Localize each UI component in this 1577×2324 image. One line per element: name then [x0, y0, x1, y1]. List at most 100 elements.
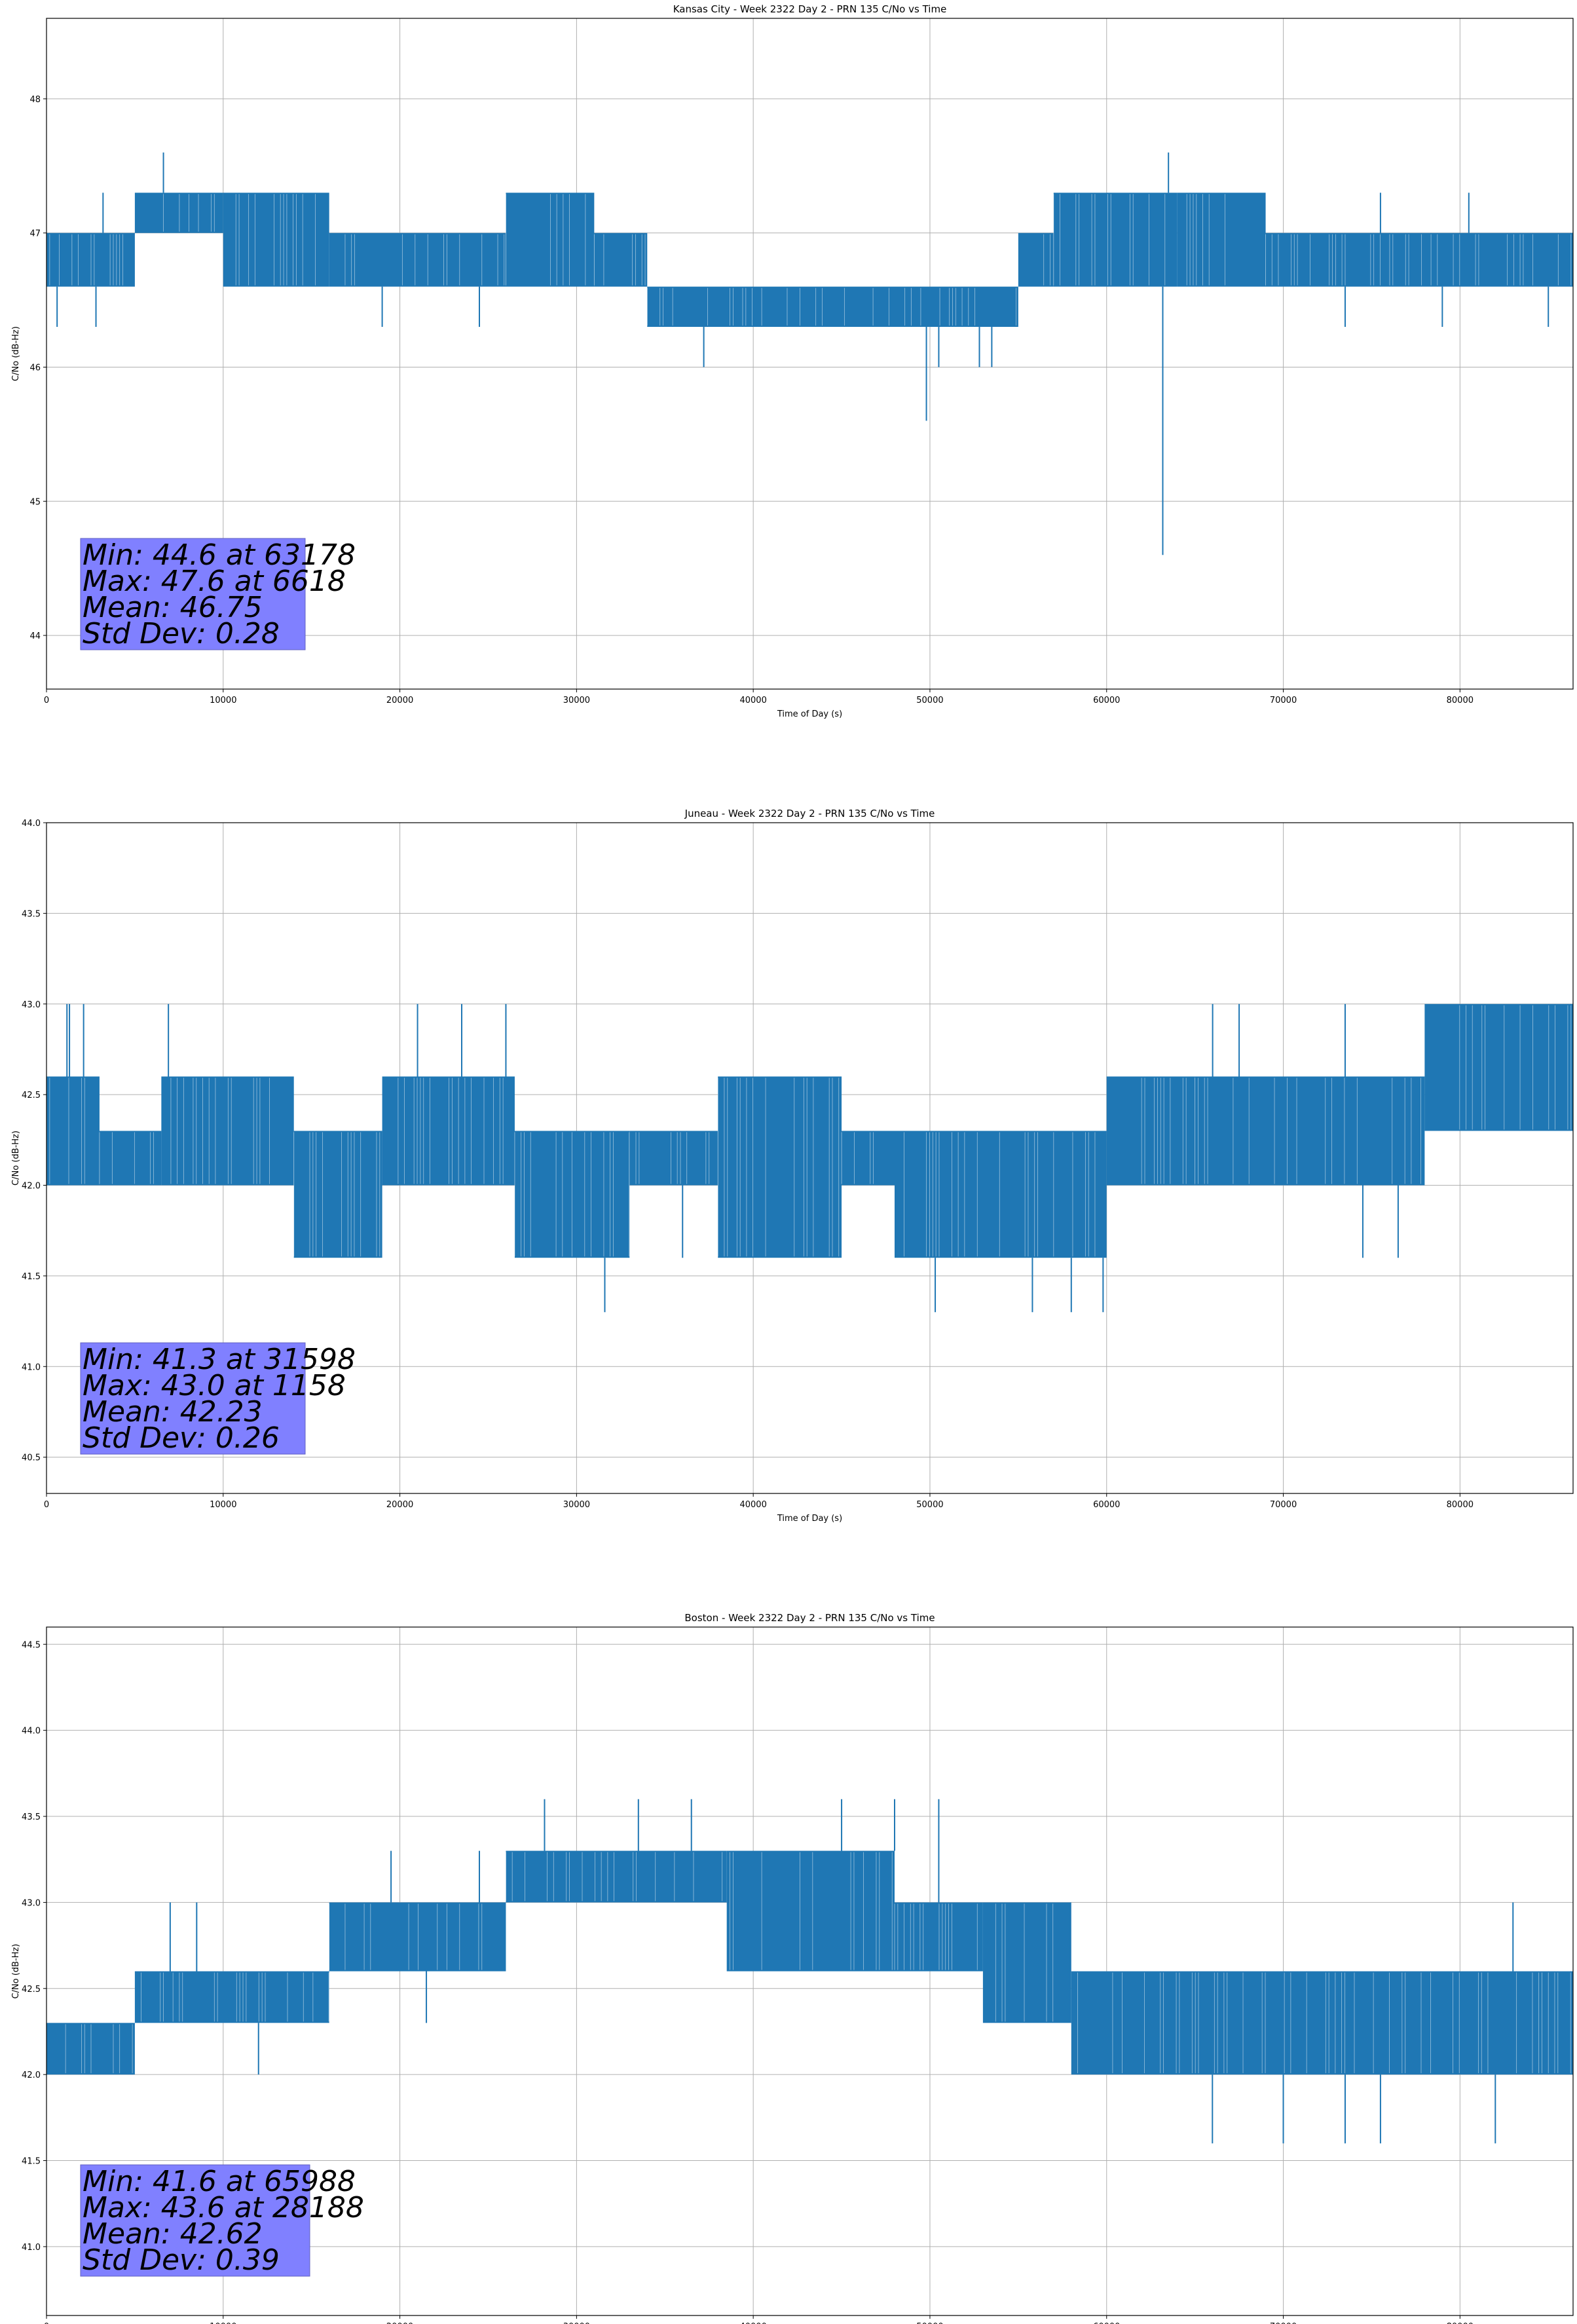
chart-panel-3: 0 10000 20000 30000 40000 50000 60000 70000 8000… [11, 1612, 1574, 2324]
chart-panel-2: 0 10000 20000 30000 40000 50000 60000 70000 8000… [11, 808, 1574, 1524]
x-tick-label: 40000 [739, 2322, 766, 2324]
y-tick-label: 43.5 [22, 909, 41, 919]
stats-box [80, 538, 306, 650]
data-band-segment [293, 1131, 382, 1258]
data-band-segment [329, 233, 506, 287]
x-tick-label: 10000 [210, 1500, 236, 1510]
x-tick-label: 60000 [1093, 696, 1120, 705]
x-tick-label: 50000 [916, 2322, 943, 2324]
x-tick-label: 30000 [563, 696, 590, 705]
y-tick-label: 41.0 [22, 2243, 41, 2253]
x-axis-label: Time of Day (s) [777, 1514, 842, 1524]
x-tick-label: 30000 [563, 2322, 590, 2324]
data-band-segment [1053, 193, 1178, 287]
x-tick-label: 0 [44, 2322, 49, 2324]
x-tick-label: 70000 [1270, 1500, 1297, 1510]
data-band-segment [506, 193, 595, 287]
y-axis-label: C/No (dB-Hz) [11, 326, 21, 381]
stats-line: Std Dev: 0.26 [83, 1421, 280, 1455]
axes-frame [46, 1626, 1574, 2316]
chart-panel-1: 0 10000 20000 30000 40000 50000 60000 70000 8000… [11, 3, 1574, 719]
data-band-segment [895, 1902, 983, 1972]
data-band-segment [629, 1131, 718, 1186]
data-band-segment [1424, 1003, 1573, 1131]
x-tick-label: 0 [44, 1500, 49, 1510]
stats-box [80, 2164, 310, 2277]
x-tick-label: 70000 [1270, 2322, 1297, 2324]
x-tick-label: 0 [44, 696, 49, 705]
y-tick-label: 42.0 [22, 2071, 41, 2080]
stats-line: Min: 41.3 at 31598 [83, 1343, 356, 1376]
stats-line: Std Dev: 0.28 [83, 617, 280, 650]
y-tick-label: 43.0 [22, 1898, 41, 1908]
data-band-segment [382, 1076, 515, 1186]
data-band-segment [1071, 1971, 1573, 2075]
data-band-segment [718, 1076, 842, 1258]
axes-frame [46, 822, 1574, 1494]
stats-line: Std Dev: 0.39 [83, 2243, 280, 2277]
y-tick-label: 41.0 [22, 1362, 41, 1372]
y-tick-label: 44 [29, 631, 41, 641]
data-band-segment [134, 1971, 329, 2023]
data-band-segment [134, 193, 223, 233]
x-tick-label: 50000 [916, 696, 943, 705]
x-tick-label: 40000 [739, 696, 766, 705]
y-tick-label: 40.5 [22, 1453, 41, 1463]
x-tick-label: 30000 [563, 1500, 590, 1510]
data-band-segment [895, 1131, 1107, 1258]
stats-line: Max: 47.6 at 6618 [83, 565, 346, 598]
data-band-segment [1195, 1076, 1425, 1186]
data-band-segment [982, 1902, 1071, 2023]
data-band-segment [223, 193, 329, 287]
y-tick-label: 42.5 [22, 1985, 41, 1995]
stats-line: Min: 44.6 at 63178 [83, 538, 356, 572]
y-tick-label: 42.5 [22, 1091, 41, 1100]
y-axis-label: C/No (dB-Hz) [11, 1131, 21, 1186]
x-tick-label: 80000 [1447, 2322, 1474, 2324]
y-tick-label: 44.5 [22, 1640, 41, 1650]
data-band-segment [46, 2023, 135, 2075]
data-band-segment [726, 1850, 895, 1972]
y-tick-label: 41.5 [22, 1272, 41, 1282]
stats-box [80, 1342, 306, 1455]
data-band-segment [647, 286, 1018, 328]
axes-frame [46, 18, 1574, 690]
x-tick-label: 20000 [386, 2322, 413, 2324]
data-band-segment [161, 1076, 294, 1186]
x-tick-label: 70000 [1270, 696, 1297, 705]
x-tick-label: 50000 [916, 1500, 943, 1510]
data-band-segment [1177, 193, 1266, 287]
y-tick-label: 42.0 [22, 1182, 41, 1191]
x-tick-label: 80000 [1447, 696, 1474, 705]
x-tick-label: 10000 [210, 2322, 236, 2324]
y-tick-label: 44.0 [22, 819, 41, 829]
y-tick-label: 46 [29, 363, 41, 373]
stats-line: Min: 41.6 at 65988 [83, 2165, 356, 2198]
chart-title: Kansas City - Week 2322 Day 2 - PRN 135 … [673, 3, 947, 15]
x-tick-label: 20000 [386, 696, 413, 705]
stats-line: Max: 43.0 at 1158 [83, 1369, 346, 1402]
data-band-segment [99, 1131, 162, 1186]
stats-line: Mean: 46.75 [83, 591, 263, 624]
y-tick-label: 45 [29, 497, 41, 507]
stats-line: Mean: 42.23 [83, 1395, 263, 1429]
x-tick-label: 60000 [1093, 2322, 1120, 2324]
data-band-segment [594, 233, 648, 287]
y-tick-label: 43.0 [22, 1000, 41, 1010]
x-axis-label: Time of Day (s) [777, 709, 842, 719]
y-tick-label: 48 [29, 95, 41, 105]
chart-title: Boston - Week 2322 Day 2 - PRN 135 C/No … [684, 1612, 935, 1624]
x-tick-label: 40000 [739, 1500, 766, 1510]
x-tick-label: 80000 [1447, 1500, 1474, 1510]
data-band-segment [46, 1076, 100, 1186]
y-tick-label: 41.5 [22, 2157, 41, 2167]
y-tick-label: 47 [29, 229, 41, 239]
stats-line: Mean: 42.62 [83, 2217, 263, 2251]
data-band-segment [1106, 1076, 1195, 1186]
data-band-segment [506, 1850, 727, 1903]
data-band-segment [842, 1131, 895, 1186]
x-tick-label: 10000 [210, 696, 236, 705]
stats-line: Max: 43.6 at 28188 [83, 2191, 364, 2224]
chart-title: Juneau - Week 2322 Day 2 - PRN 135 C/No … [684, 808, 935, 819]
x-tick-label: 60000 [1093, 1500, 1120, 1510]
